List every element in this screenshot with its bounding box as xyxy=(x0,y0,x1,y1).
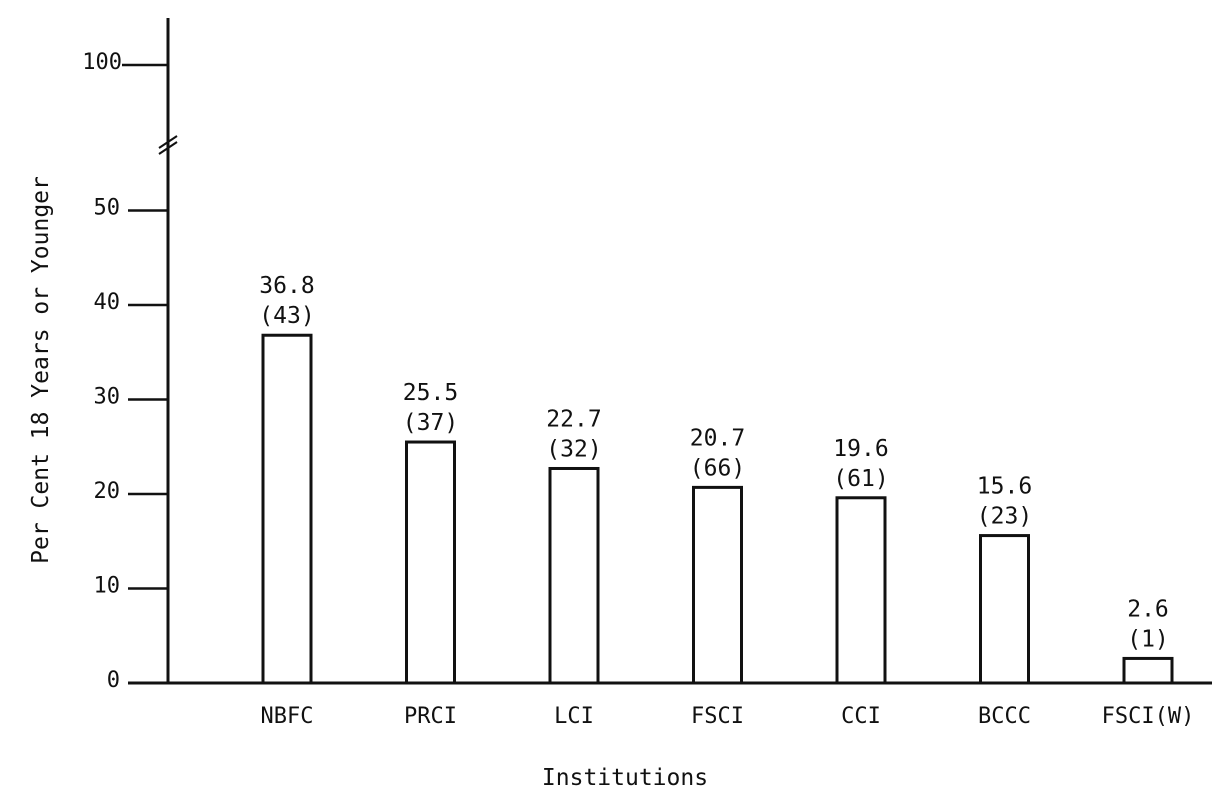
bar-count-label: (23) xyxy=(977,504,1032,530)
bar-count-label: (43) xyxy=(259,303,314,329)
bar-value-label: 20.7 xyxy=(690,425,745,451)
bar xyxy=(261,333,313,685)
bar-count-label: (37) xyxy=(403,410,458,436)
y-tick-label: 20 xyxy=(94,479,121,504)
x-tick-label: PRCI xyxy=(404,704,457,729)
y-tick-label: 0 xyxy=(107,668,120,693)
bars xyxy=(261,333,1174,685)
y-axis-label: Per Cent 18 Years or Younger xyxy=(28,176,54,564)
x-tick-label: NBFC xyxy=(261,704,314,729)
bar xyxy=(835,496,887,685)
bar-count-label: (32) xyxy=(546,436,601,462)
x-tick-label: CCI xyxy=(841,704,881,729)
y-axis-ticks: 0 10 20 30 40 50 100 xyxy=(82,50,168,693)
y-tick-label-break: 100 xyxy=(82,50,122,75)
break-stroke xyxy=(158,135,178,149)
x-axis-label: Institutions xyxy=(542,765,708,791)
bar xyxy=(405,440,456,685)
bar-value-label: 36.8 xyxy=(259,273,314,299)
bar-count-label: (1) xyxy=(1127,626,1169,652)
x-tick-label: FSCI(W) xyxy=(1102,704,1195,729)
bar-value-label: 22.7 xyxy=(546,406,601,432)
break-stroke xyxy=(158,141,178,155)
y-tick-label: 30 xyxy=(94,385,121,410)
bar-count-label: (61) xyxy=(833,466,888,492)
x-tick-label: BCCC xyxy=(978,704,1031,729)
y-tick-label: 40 xyxy=(94,290,121,315)
y-axis-break-marker xyxy=(158,135,178,155)
x-tick-label: LCI xyxy=(554,704,594,729)
bar-count-label: (66) xyxy=(690,455,745,481)
x-tick-label: FSCI xyxy=(691,704,744,729)
bar xyxy=(1122,656,1174,685)
bar-value-label: 2.6 xyxy=(1127,596,1169,622)
bar-value-label: 15.6 xyxy=(977,474,1032,500)
bar xyxy=(692,485,743,685)
bar xyxy=(979,534,1030,685)
y-tick-label: 50 xyxy=(94,196,121,221)
bar-value-label: 19.6 xyxy=(833,436,888,462)
bar xyxy=(548,466,600,685)
y-tick-label: 10 xyxy=(94,574,121,599)
bar-value-label: 25.5 xyxy=(403,380,458,406)
value-labels: 36.8 (43) 25.5 (37) 22.7 (32) 20.7 (66) 19.6 (61)… xyxy=(259,273,1168,652)
x-axis-tick-labels: NBFC PRCI LCI FSCI CCI BCCC FSCI(W) xyxy=(261,704,1195,729)
